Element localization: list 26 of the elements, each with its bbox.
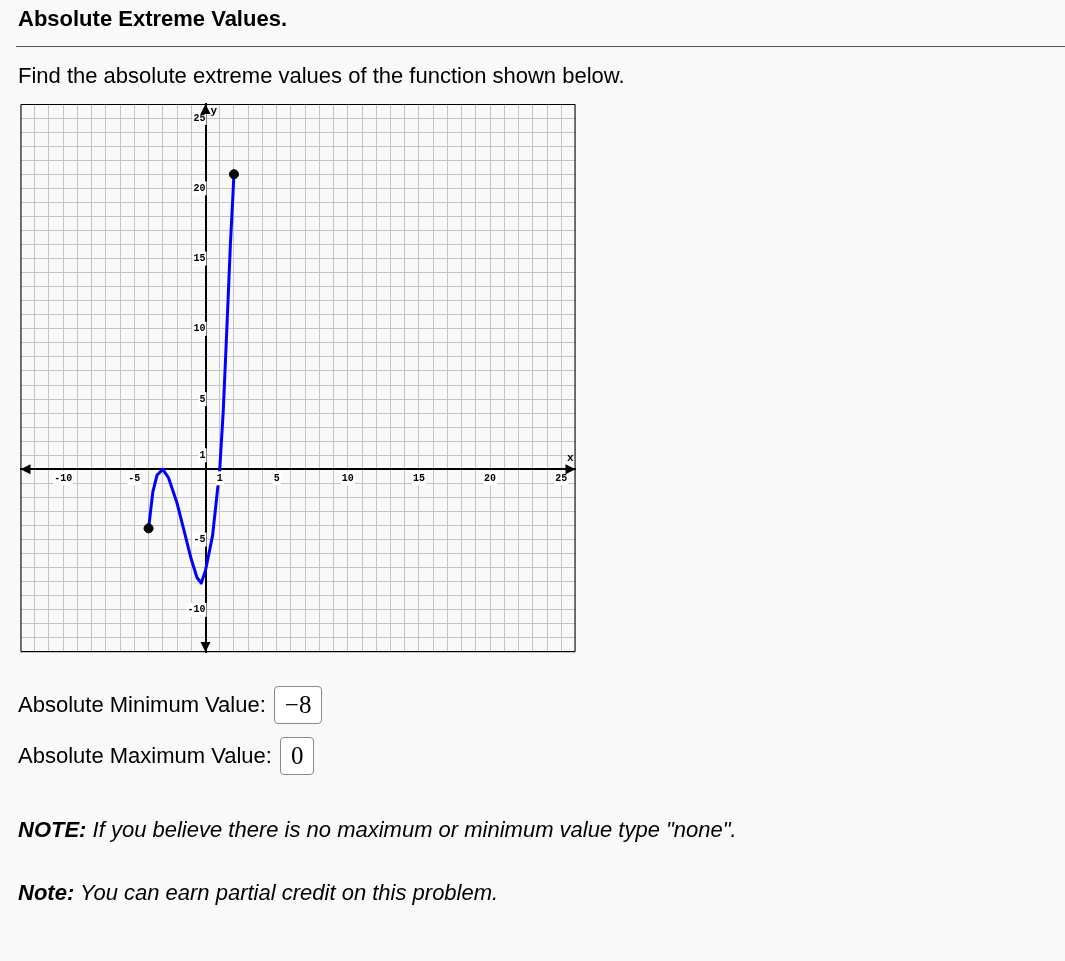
- x-tick-label: 5: [273, 472, 280, 484]
- x-tick-label: 25: [555, 472, 568, 484]
- y-tick-label: 10: [193, 323, 206, 335]
- y-tick-label: 1: [199, 449, 206, 461]
- y-tick-label: 25: [193, 112, 206, 124]
- x-axis-title: x: [566, 451, 574, 464]
- y-tick-label: -5: [193, 534, 206, 546]
- text: NOTE: If you believe there is no maximum or minimum value type "none".: [18, 817, 737, 842]
- y-tick-label: 15: [193, 253, 206, 265]
- text: Absolute Maximum Value:: [18, 743, 272, 769]
- y-tick-label: -10: [187, 604, 206, 616]
- y-tick-label: 5: [199, 393, 206, 405]
- text: Note: You can earn partial credit on this problem.: [18, 880, 499, 905]
- x-tick-label: 10: [341, 472, 354, 484]
- x-tick-label: 20: [484, 472, 497, 484]
- text: −8: [273, 686, 323, 724]
- text: 0: [279, 737, 315, 775]
- chart-subtitle: Find the absolute extreme values of the function shown below.: [18, 63, 625, 89]
- x-tick-label: 1: [216, 472, 223, 484]
- x-tick-label: -5: [128, 472, 141, 484]
- x-tick-label: -10: [54, 472, 73, 484]
- text: Absolute Minimum Value:: [18, 692, 266, 718]
- chart-title: Absolute Extreme Values.: [18, 6, 287, 32]
- y-axis-title: y: [210, 105, 218, 118]
- x-tick-label: 15: [412, 472, 425, 484]
- y-tick-label: 20: [193, 182, 206, 194]
